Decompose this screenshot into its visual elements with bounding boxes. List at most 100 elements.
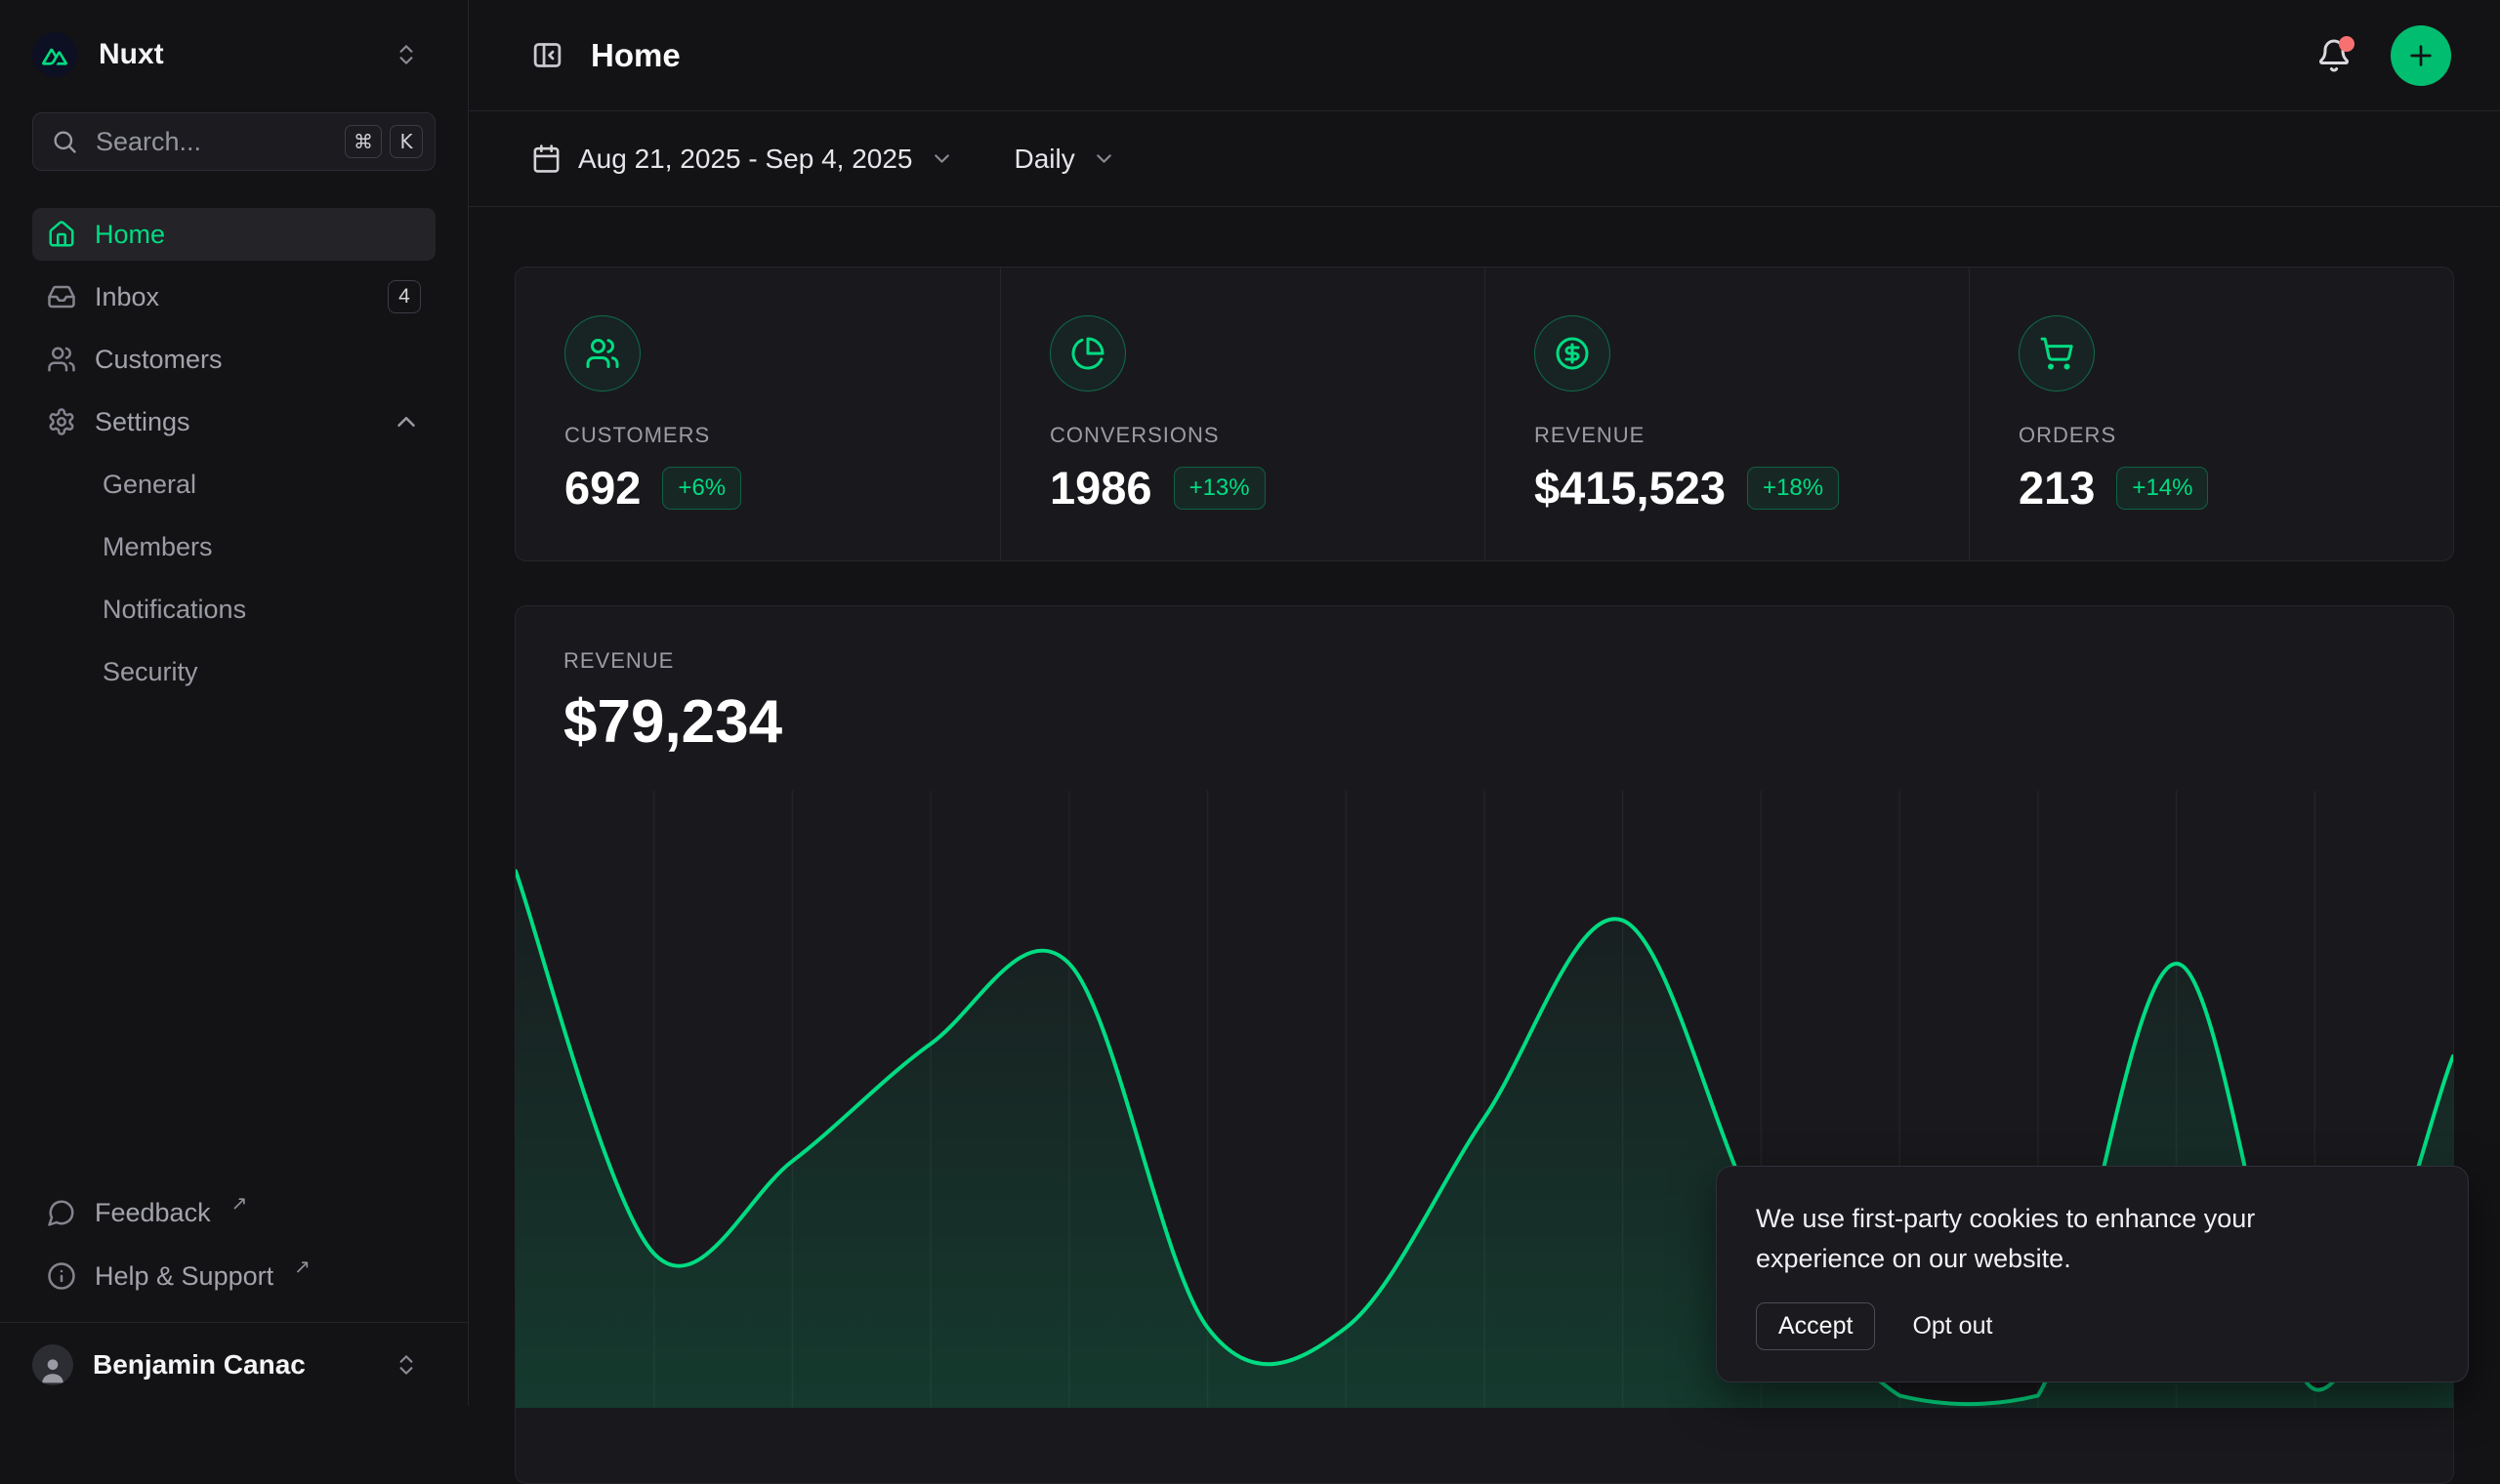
stat-icon-circle [1050,315,1126,392]
chart-line [516,869,2453,1407]
revenue-panel: REVENUE $79,234 [515,605,2454,1484]
subitem-label: Members [103,531,213,561]
info-circle-icon [48,1262,75,1290]
stat-value: 1986 [1050,462,1152,514]
chart-area-fill [516,871,2453,1408]
user-name: Benjamin Canac [93,1348,306,1380]
stat-card-orders[interactable]: ORDERS 213 +14% [1969,268,2453,560]
stat-label: CONVERSIONS [1050,423,1220,447]
gear-icon [49,408,74,435]
stat-icon-circle [564,315,641,392]
users-icon [586,339,619,368]
sidebar-item-settings[interactable]: Settings [32,395,436,448]
toolbar: Aug 21, 2025 - Sep 4, 2025 Daily [469,111,2500,207]
sidebar-footer: Feedback ↗ Help & Support ↗ [0,1186,468,1322]
stat-card-customers[interactable]: CUSTOMERS 692 +6% [516,268,1000,560]
page-title: Home [591,36,681,73]
nav-label: Inbox [95,281,160,311]
home-icon [49,221,74,247]
footer-link-label: Help & Support [95,1260,274,1291]
footer-link-label: Feedback [95,1197,211,1227]
sidebar-item-customers[interactable]: Customers [32,333,436,386]
pie-chart-icon [1071,337,1104,370]
dashboard-content: CUSTOMERS 692 +6% CONVERSIONS 1986 +13% [469,207,2500,1484]
user-avatar-icon [42,1358,63,1382]
cookie-message: We use first-party cookies to enhance yo… [1756,1204,2256,1273]
sidebar-subitem-security[interactable]: Security [32,645,436,698]
dollar-circle-icon [1556,337,1589,370]
sidebar-subitem-general[interactable]: General [32,458,436,511]
stat-delta-badge: +18% [1747,466,1840,510]
revenue-chart[interactable] [516,791,2453,1416]
external-link-icon: ↗ [294,1255,311,1278]
page-header: Home [469,0,2500,111]
notifications-button[interactable] [2316,35,2354,73]
feedback-link[interactable]: Feedback ↗ [32,1186,436,1239]
message-bubble-icon [48,1200,74,1226]
brand: Nuxt [32,32,164,77]
revenue-chart-label: REVENUE [563,648,675,673]
period-label: Daily [1014,143,1075,174]
collapse-sidebar-button[interactable] [531,39,563,71]
plus-icon [2410,44,2432,66]
sidebar-item-inbox[interactable]: Inbox 4 [32,270,436,323]
shopping-cart-icon [2040,337,2073,370]
stat-delta-badge: +14% [2116,466,2209,510]
accept-button[interactable]: Accept [1756,1302,1876,1350]
external-link-icon: ↗ [230,1191,248,1215]
stat-value: $415,523 [1534,462,1727,514]
stat-label: CUSTOMERS [564,423,711,447]
nuxt-logo-icon [32,32,77,77]
revenue-chart-value: $79,234 [563,688,783,756]
kbd-k: K [390,125,423,158]
nav-label: Settings [95,406,190,436]
chevron-down-icon [934,154,949,163]
stat-value: 692 [564,462,642,514]
help-support-link[interactable]: Help & Support ↗ [32,1250,436,1302]
avatar [32,1343,73,1385]
subitem-label: General [103,469,197,499]
date-range-picker[interactable]: Aug 21, 2025 - Sep 4, 2025 [531,144,954,175]
notification-dot [2339,35,2354,52]
stat-value: 213 [2019,462,2096,514]
sidebar-subitem-members[interactable]: Members [32,520,436,573]
user-menu[interactable]: Benjamin Canac [0,1322,468,1406]
chevrons-up-down-icon [399,45,413,64]
sidebar-item-home[interactable]: Home [32,208,436,261]
search-shortcut: ⌘ K [345,125,423,158]
sidebar: Nuxt ⌘ K Home Inbox 4 [0,0,469,1406]
nav-label: Customers [95,344,223,374]
sidebar-subitem-notifications[interactable]: Notifications [32,583,436,636]
cookie-banner: We use first-party cookies to enhance yo… [1716,1166,2469,1382]
stat-card-revenue[interactable]: REVENUE $415,523 +18% [1484,268,1969,560]
opt-out-button[interactable]: Opt out [1912,1312,1993,1340]
chevrons-up-down-icon [399,1354,413,1375]
period-select[interactable]: Daily [1015,144,1116,175]
brand-name: Nuxt [99,38,164,70]
sidebar-nav: Home Inbox 4 Customers Settings General … [0,208,468,698]
create-button[interactable] [2391,24,2451,86]
stat-icon-circle [2019,315,2095,392]
inbox-badge: 4 [388,280,421,313]
subitem-label: Notifications [103,594,247,624]
panel-left-icon [533,43,562,67]
stat-delta-badge: +13% [1173,466,1266,510]
stat-icon-circle [1534,315,1610,392]
users-icon [48,347,75,372]
nav-label: Home [95,219,166,249]
stat-card-conversions[interactable]: CONVERSIONS 1986 +13% [1000,268,1484,560]
calendar-icon [533,144,560,173]
subitem-label: Security [103,656,198,686]
workspace-switcher[interactable]: Nuxt [0,0,468,109]
chevron-up-icon [397,417,415,427]
stat-delta-badge: +6% [662,466,742,510]
date-range-label: Aug 21, 2025 - Sep 4, 2025 [578,143,913,174]
stats-panel: CUSTOMERS 692 +6% CONVERSIONS 1986 +13% [515,267,2454,561]
search-input-wrapper[interactable]: ⌘ K [32,112,436,171]
search-icon [54,131,76,153]
inbox-icon [48,285,75,309]
search-input[interactable] [96,126,327,157]
stat-label: ORDERS [2019,423,2117,447]
kbd-meta: ⌘ [345,125,382,158]
